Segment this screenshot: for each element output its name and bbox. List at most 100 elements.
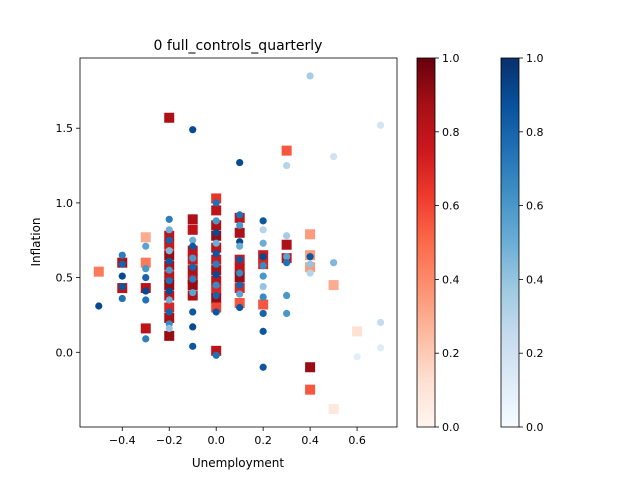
colorbar-tick-label: 0.2 — [526, 347, 544, 360]
square-marker — [234, 298, 245, 309]
circle-marker — [259, 262, 267, 270]
circle-marker — [165, 296, 173, 304]
circle-marker — [165, 247, 173, 255]
circle-marker — [118, 260, 126, 268]
circle-marker — [259, 363, 267, 371]
circle-marker — [306, 260, 314, 268]
square-marker — [328, 404, 339, 415]
x-tick-label: −0.4 — [109, 434, 136, 447]
circle-marker — [376, 121, 385, 129]
circle-marker — [165, 308, 173, 316]
square-marker — [164, 112, 175, 123]
square-marker — [211, 345, 222, 356]
circle-marker — [283, 253, 291, 261]
circle-marker — [142, 296, 150, 304]
x-axis-label: Unemployment — [192, 456, 285, 470]
circle-marker — [118, 294, 126, 303]
circle-marker — [142, 335, 150, 343]
circle-marker — [236, 290, 244, 298]
colorbar-tick-label: 0.8 — [442, 126, 460, 139]
circle-marker — [118, 282, 126, 291]
blues-colorbar-gradient — [500, 57, 520, 428]
square-marker — [234, 272, 245, 283]
circle-marker — [306, 253, 314, 261]
blues-colorbar: 0.0 0.2 0.4 0.6 0.8 1.0 — [500, 52, 544, 434]
square-markers — [93, 112, 363, 415]
circle-marker — [212, 239, 220, 247]
square-marker — [211, 193, 222, 204]
square-marker — [140, 257, 151, 268]
circle-marker — [212, 217, 220, 225]
plot-frame — [79, 57, 398, 428]
square-marker — [164, 302, 175, 313]
circle-marker — [189, 323, 197, 331]
circle-marker — [236, 211, 244, 219]
circle-marker — [212, 308, 220, 316]
circle-marker — [189, 236, 197, 244]
circle-marker — [142, 242, 150, 250]
circle-marker — [212, 281, 220, 289]
circle-marker — [118, 251, 126, 259]
square-marker — [211, 220, 222, 231]
square-marker — [164, 280, 175, 291]
circle-marker — [165, 266, 173, 274]
square-marker — [211, 242, 222, 253]
square-marker — [211, 265, 222, 276]
x-axis-ticks: −0.4 −0.2 0.0 0.2 0.4 0.6 — [109, 427, 366, 447]
x-tick-label: −0.2 — [156, 434, 183, 447]
square-marker — [164, 271, 175, 282]
colorbar-tick-label: 1.0 — [526, 52, 544, 65]
circle-marker — [118, 272, 126, 280]
square-marker — [140, 323, 151, 334]
circle-marker — [236, 281, 244, 289]
circle-marker — [283, 309, 291, 318]
chart-title: 0 full_controls_quarterly — [154, 38, 323, 54]
circle-marker — [376, 344, 385, 352]
reds-colorbar-gradient — [416, 57, 436, 428]
square-marker — [187, 245, 198, 256]
square-marker — [234, 263, 245, 274]
square-marker — [211, 275, 222, 286]
circle-marker — [165, 287, 173, 295]
square-marker — [234, 227, 245, 238]
colorbar-tick-label: 0.2 — [442, 347, 460, 360]
circle-marker — [189, 263, 197, 271]
circle-marker — [142, 274, 150, 282]
circle-marker — [236, 158, 244, 167]
colorbar-tick-label: 0.4 — [526, 273, 544, 286]
square-marker — [164, 312, 175, 323]
circle-marker — [259, 309, 267, 318]
circle-marker — [212, 351, 220, 359]
circle-marker — [212, 271, 220, 279]
y-axis-ticks: 0.0 0.5 1.0 1.5 — [56, 122, 80, 359]
circle-marker — [236, 256, 244, 264]
circle-marker — [142, 265, 150, 273]
circle-marker — [189, 342, 197, 350]
circle-marker — [189, 288, 197, 297]
circle-marker — [259, 327, 267, 335]
circle-marker — [306, 72, 314, 80]
circle-marker — [165, 236, 173, 244]
square-marker — [164, 250, 175, 261]
colorbar-tick-label: 0.8 — [526, 126, 544, 139]
x-tick-label: 0.6 — [348, 434, 366, 447]
circle-marker — [189, 126, 197, 134]
circle-marker — [330, 152, 338, 161]
square-marker — [164, 330, 175, 341]
circle-marker — [236, 242, 244, 250]
x-tick-label: 0.2 — [254, 434, 272, 447]
square-marker — [211, 284, 222, 295]
circle-marker — [259, 226, 267, 234]
circle-marker — [189, 308, 197, 316]
circle-marker — [165, 215, 173, 223]
square-marker — [281, 145, 292, 156]
circle-marker — [165, 276, 173, 285]
colorbar-tick-label: 0.0 — [442, 421, 460, 434]
square-marker — [211, 302, 222, 313]
square-marker — [164, 239, 175, 250]
blues-colorbar-ticks: 0.0 0.2 0.4 0.6 0.8 1.0 — [519, 52, 544, 434]
colorbar-tick-label: 0.6 — [526, 200, 544, 213]
circle-marker — [330, 259, 338, 267]
circle-marker — [259, 239, 267, 247]
